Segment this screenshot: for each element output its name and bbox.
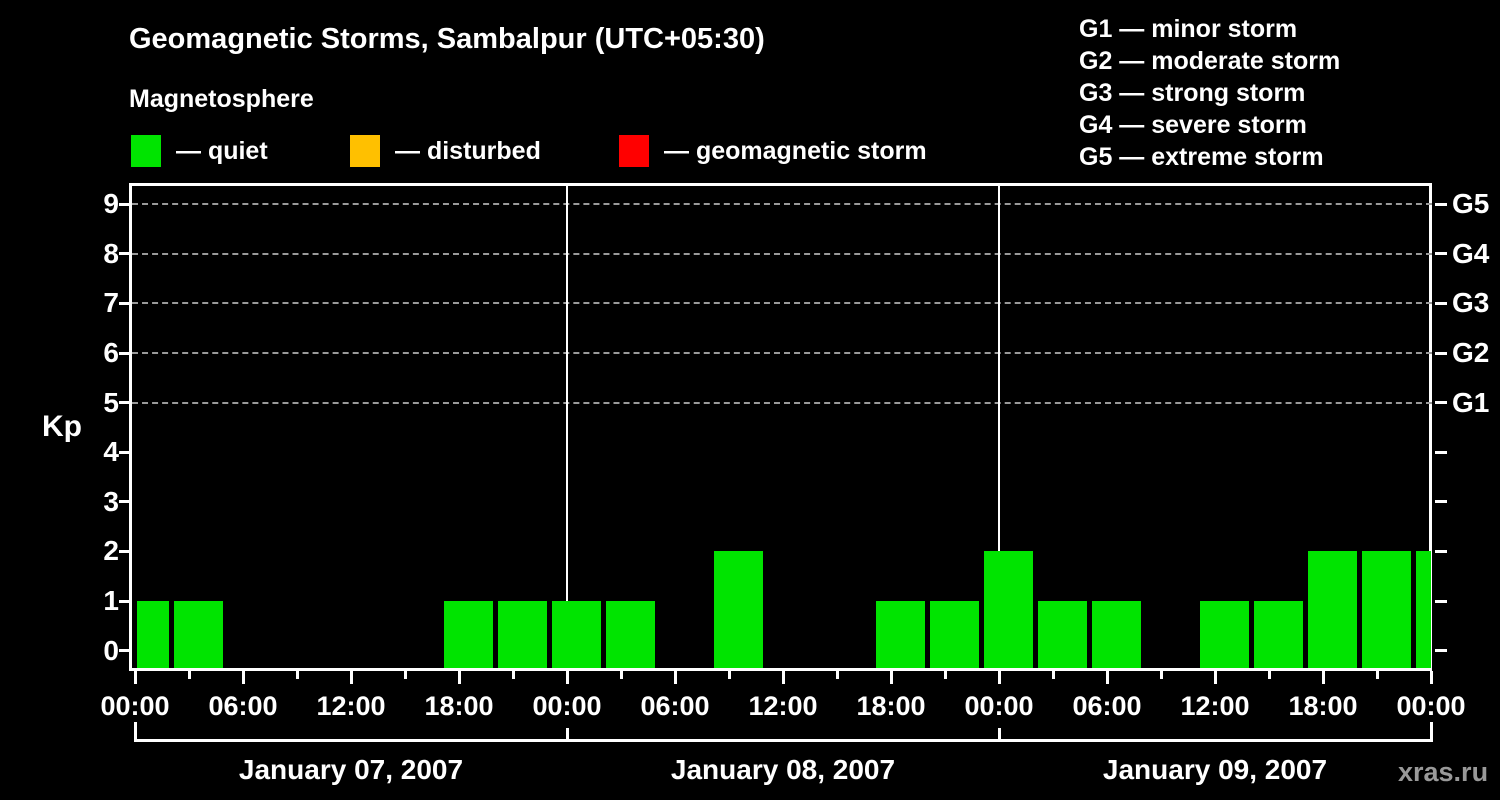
x-axis-minor-tick [727,671,731,679]
storm-scale-legend: G1 — minor storm G2 — moderate storm G3 … [1079,13,1340,173]
date-bracket-tick [997,728,1001,742]
right-axis-tick [1435,500,1447,504]
g3-legend-line: G3 — strong storm [1079,79,1306,107]
x-axis-major-tick [1321,671,1325,684]
date-bracket-tick [133,722,137,742]
plot-frame [129,183,1432,671]
disturbed-swatch-icon [350,135,380,167]
x-tick-label: 00:00 [964,691,1034,721]
x-axis-major-tick [1429,671,1433,684]
g4-legend-line: G4 — severe storm [1079,111,1307,139]
x-axis-major-tick [133,671,137,684]
storm-swatch-icon [619,135,649,167]
g-level-label: G4 [1452,237,1490,269]
date-bracket-tick [565,728,569,742]
x-axis-minor-tick [1051,671,1055,679]
x-tick-label: 00:00 [100,691,170,721]
x-tick-label: 00:00 [532,691,602,721]
date-label: January 07, 2007 [238,754,464,785]
right-axis-tick [1435,202,1447,206]
x-axis-major-tick [1213,671,1217,684]
legend-item-quiet: — quiet [131,135,268,167]
x-tick-label: 12:00 [1180,691,1250,721]
g1-legend-line: G1 — minor storm [1079,15,1298,43]
kp-axis-label: Kp [42,410,82,443]
right-axis-tick [1435,301,1447,305]
xras-watermark: xras.ru [1398,757,1489,787]
x-axis-minor-tick [1159,671,1163,679]
right-axis-tick [1435,351,1447,355]
right-axis-tick [1435,549,1447,553]
right-axis-tick [1435,401,1447,405]
x-tick-label: 18:00 [856,691,926,721]
legend-item-storm: — geomagnetic storm [619,135,927,167]
x-axis-major-tick [1105,671,1109,684]
x-axis-major-tick [889,671,893,684]
x-axis-major-tick [781,671,785,684]
g-level-label: G2 [1452,337,1490,368]
y-tick-label: 8 [103,237,119,269]
g5-legend-line: G5 — extreme storm [1079,143,1324,171]
y-tick-label: 6 [103,337,119,368]
x-axis-major-tick [349,671,353,684]
y-tick-label: 4 [103,436,119,468]
date-bracket [134,739,1432,742]
x-axis-minor-tick [295,671,299,679]
x-axis-minor-tick [835,671,839,679]
legend-item-disturbed: — disturbed [350,135,541,167]
right-axis-tick [1435,450,1447,454]
x-axis-major-tick [673,671,677,684]
disturbed-label: — disturbed [395,136,541,165]
x-tick-label: 12:00 [316,691,386,721]
date-label: January 08, 2007 [670,754,896,785]
y-tick-label: 5 [103,386,119,418]
quiet-label: — quiet [176,136,268,165]
x-axis-major-tick [241,671,245,684]
x-axis-minor-tick [187,671,191,679]
g-level-label: G5 [1452,188,1490,220]
x-axis-minor-tick [619,671,623,679]
x-axis-minor-tick [943,671,947,679]
g2-legend-line: G2 — moderate storm [1079,47,1341,75]
y-tick-label: 7 [103,287,119,319]
x-axis-major-tick [457,671,461,684]
g-level-label: G3 [1452,287,1490,319]
date-bracket-tick [1429,722,1433,742]
x-tick-label: 12:00 [748,691,818,721]
x-axis-minor-tick [511,671,515,679]
quiet-swatch-icon [131,135,161,167]
x-axis-minor-tick [403,671,407,679]
x-axis-major-tick [565,671,569,684]
y-tick-label: 3 [103,485,119,517]
y-tick-label: 2 [103,535,119,567]
date-label: January 09, 2007 [1102,754,1328,785]
y-tick-label: 0 [103,634,119,666]
x-tick-label: 06:00 [208,691,278,721]
right-axis-tick [1435,649,1447,653]
x-axis-major-tick [997,671,1001,684]
x-axis-minor-tick [1267,671,1271,679]
y-tick-label: 9 [103,188,119,220]
g-level-label: G1 [1452,386,1490,418]
x-axis-minor-tick [1375,671,1379,679]
x-tick-label: 18:00 [1288,691,1358,721]
x-tick-label: 06:00 [640,691,710,721]
magnetosphere-label: Magnetosphere [129,85,314,113]
right-axis-tick [1435,252,1447,256]
storm-label: — geomagnetic storm [664,136,927,165]
page-title: Geomagnetic Storms, Sambalpur (UTC+05:30… [129,23,765,55]
x-tick-label: 06:00 [1072,691,1142,721]
right-axis-tick [1435,599,1447,603]
x-tick-label: 18:00 [424,691,494,721]
y-tick-label: 1 [103,585,119,616]
x-tick-label: 00:00 [1396,691,1466,721]
